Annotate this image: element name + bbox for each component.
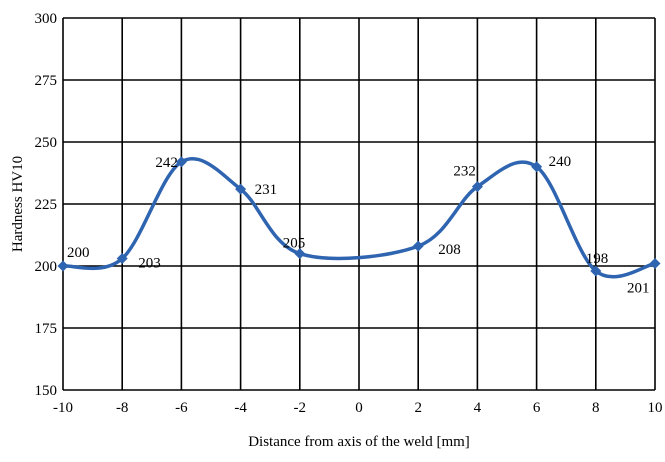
data-label: 205 <box>283 236 306 252</box>
data-point <box>412 240 424 252</box>
x-tick-label: 0 <box>355 400 363 416</box>
y-tick-label: 150 <box>35 383 58 399</box>
x-tick-label: -10 <box>53 400 73 416</box>
x-tick-label: 8 <box>592 400 600 416</box>
data-point <box>590 265 602 277</box>
y-tick-label: 250 <box>35 135 58 151</box>
data-point <box>471 181 483 193</box>
data-markers <box>57 156 661 277</box>
y-tick-label: 175 <box>35 321 58 337</box>
data-label: 242 <box>155 155 178 171</box>
data-label: 240 <box>549 154 572 170</box>
x-tick-label: -8 <box>116 400 129 416</box>
x-tick-label: 4 <box>474 400 482 416</box>
x-tick-label: -4 <box>234 400 247 416</box>
data-point <box>294 248 306 260</box>
x-tick-label: 10 <box>648 400 663 416</box>
y-tick-label: 300 <box>35 11 58 27</box>
grid <box>62 17 656 391</box>
x-axis-ticks: -10 -8 -6 -4 -2 0 2 4 6 8 10 <box>53 400 663 416</box>
x-axis-title: Distance from axis of the weld [mm] <box>248 434 470 450</box>
data-label: 200 <box>67 245 90 261</box>
data-label: 231 <box>255 182 278 198</box>
y-axis-ticks: 150 175 200 225 250 275 300 <box>35 11 58 399</box>
data-label: 208 <box>438 242 461 258</box>
data-point <box>175 156 187 168</box>
y-tick-label: 275 <box>35 73 58 89</box>
data-point <box>649 258 661 270</box>
data-label: 198 <box>586 251 609 267</box>
x-tick-label: -2 <box>294 400 307 416</box>
data-label: 201 <box>627 281 650 297</box>
data-label: 203 <box>138 256 161 272</box>
data-labels: 200 203 242 231 205 208 232 240 198 201 <box>67 154 650 297</box>
data-point <box>57 260 69 272</box>
data-label: 232 <box>453 164 476 180</box>
y-axis-title: Hardness HV10 <box>10 156 26 252</box>
y-tick-label: 200 <box>35 259 58 275</box>
data-point <box>531 161 543 173</box>
x-tick-label: -6 <box>175 400 188 416</box>
data-point <box>235 183 247 195</box>
x-tick-label: 2 <box>414 400 422 416</box>
y-tick-label: 225 <box>35 197 58 213</box>
series-line <box>62 157 656 279</box>
data-point <box>116 253 128 265</box>
x-tick-label: 6 <box>533 400 541 416</box>
